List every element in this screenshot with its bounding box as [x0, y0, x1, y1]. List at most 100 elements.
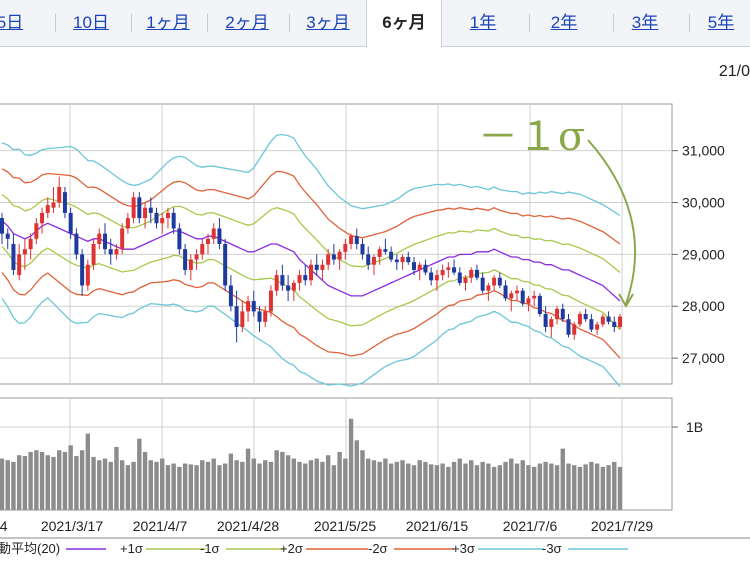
legend-item: +2σ	[280, 541, 368, 556]
minus-3-sigma-line	[1, 297, 621, 388]
candle-body	[377, 249, 382, 257]
candle-body	[120, 228, 125, 250]
volume-bar	[182, 463, 188, 510]
tab-10[interactable]: 5年	[707, 13, 735, 32]
tab-8[interactable]: 2年	[550, 13, 578, 32]
volume-bar	[474, 465, 480, 510]
legend-item: -3σ	[542, 541, 628, 556]
volume-bar	[371, 460, 377, 510]
volume-bar	[280, 451, 285, 510]
volume-bar	[285, 455, 291, 510]
tab-2[interactable]: 10日	[73, 13, 109, 32]
volume-bar	[400, 460, 405, 510]
volume-tick-label: 1B	[686, 419, 703, 435]
legend-item: 動平均(20)	[0, 541, 106, 556]
candle-body	[618, 316, 622, 327]
legend-item: +3σ	[452, 541, 544, 556]
candle-body	[177, 228, 182, 250]
legend-label: +2σ	[280, 541, 303, 556]
volume-bar	[137, 438, 142, 510]
candle-body	[486, 285, 491, 291]
tab-1[interactable]: 5日	[0, 13, 24, 32]
candle-body	[274, 275, 279, 291]
candle-body	[240, 311, 245, 327]
candle-body	[28, 238, 33, 250]
volume-bar	[34, 450, 39, 510]
volume-bar	[228, 453, 234, 510]
volume-bar	[45, 455, 50, 510]
volume-bar	[119, 460, 125, 510]
x-tick-label: 2021/6/15	[406, 518, 468, 534]
volume-bar	[74, 456, 79, 510]
volume-bar	[331, 465, 337, 510]
volume-bar	[520, 460, 525, 510]
candle-body	[400, 256, 405, 263]
volume-bar	[543, 461, 548, 510]
volume-bar	[297, 461, 302, 510]
tab-7[interactable]: 1年	[469, 13, 497, 32]
annotation-arrow-line	[587, 139, 637, 305]
volume-bar	[268, 461, 274, 510]
candle-body	[114, 249, 119, 255]
tab-9[interactable]: 3年	[631, 13, 659, 32]
candle-body	[217, 228, 222, 244]
plus-3-sigma-line	[1, 133, 621, 217]
volume-bar	[257, 463, 262, 510]
candle-body	[474, 269, 479, 278]
candle-body	[360, 244, 365, 255]
volume-bar	[251, 458, 256, 510]
volume-bar	[39, 451, 45, 510]
candle-body	[206, 238, 210, 244]
volume-bar	[91, 456, 96, 510]
candle-body	[537, 295, 542, 314]
candle-body	[211, 228, 216, 239]
candle-body	[228, 285, 233, 307]
volume-bar	[503, 461, 508, 510]
candle-body	[429, 272, 434, 281]
candle-body	[80, 254, 85, 286]
volume-bar	[394, 461, 400, 510]
candle-body	[223, 244, 228, 286]
candle-body	[497, 277, 502, 286]
candle-body	[103, 233, 107, 250]
tab-6[interactable]: 6ヶ月	[366, 0, 442, 47]
volume-panel: 1B	[0, 397, 703, 511]
volume-bar	[526, 465, 531, 510]
volume-bar	[79, 450, 85, 510]
candle-body	[503, 285, 508, 299]
volume-bar	[606, 465, 611, 510]
volume-bar	[600, 466, 606, 510]
tab-3[interactable]: 1ヶ月	[146, 13, 190, 32]
volume-bar	[222, 463, 228, 510]
volume-bar	[566, 463, 571, 510]
volume-bar	[451, 461, 457, 510]
volume-bar	[497, 465, 503, 510]
volume-bar	[57, 450, 62, 510]
candle-body	[600, 316, 605, 325]
x-tick-label: 2021/3/17	[41, 518, 103, 534]
volume-bar	[291, 458, 297, 510]
price-panel: 31,000 30,000 29,000 28,000 27,000	[0, 103, 725, 388]
volume-bar	[108, 461, 113, 510]
tab-4[interactable]: 2ヶ月	[225, 13, 269, 32]
candle-body	[326, 254, 331, 265]
legend-label: -2σ	[368, 541, 388, 556]
volume-bar	[240, 461, 245, 510]
candle-body	[526, 298, 531, 304]
volume-bar	[440, 463, 445, 510]
tab-separator	[131, 14, 132, 32]
price-tick-label: 29,000	[682, 246, 725, 262]
candle-body	[171, 212, 176, 229]
tab-5[interactable]: 3ヶ月	[306, 13, 350, 32]
volume-bar	[205, 461, 211, 510]
volume-bar	[366, 458, 371, 510]
tab-separator	[613, 14, 614, 32]
candle-body	[17, 254, 22, 276]
volume-bar	[509, 458, 514, 510]
volume-bar	[102, 458, 108, 510]
period-tabs: 5日 10日 1ヶ月 2ヶ月 3ヶ月 6ヶ月 1年 2年 3年 5年	[0, 0, 750, 47]
tab-separator	[689, 14, 690, 32]
volume-bar	[125, 465, 131, 510]
candle-body	[366, 254, 371, 265]
volume-bar	[274, 450, 279, 510]
